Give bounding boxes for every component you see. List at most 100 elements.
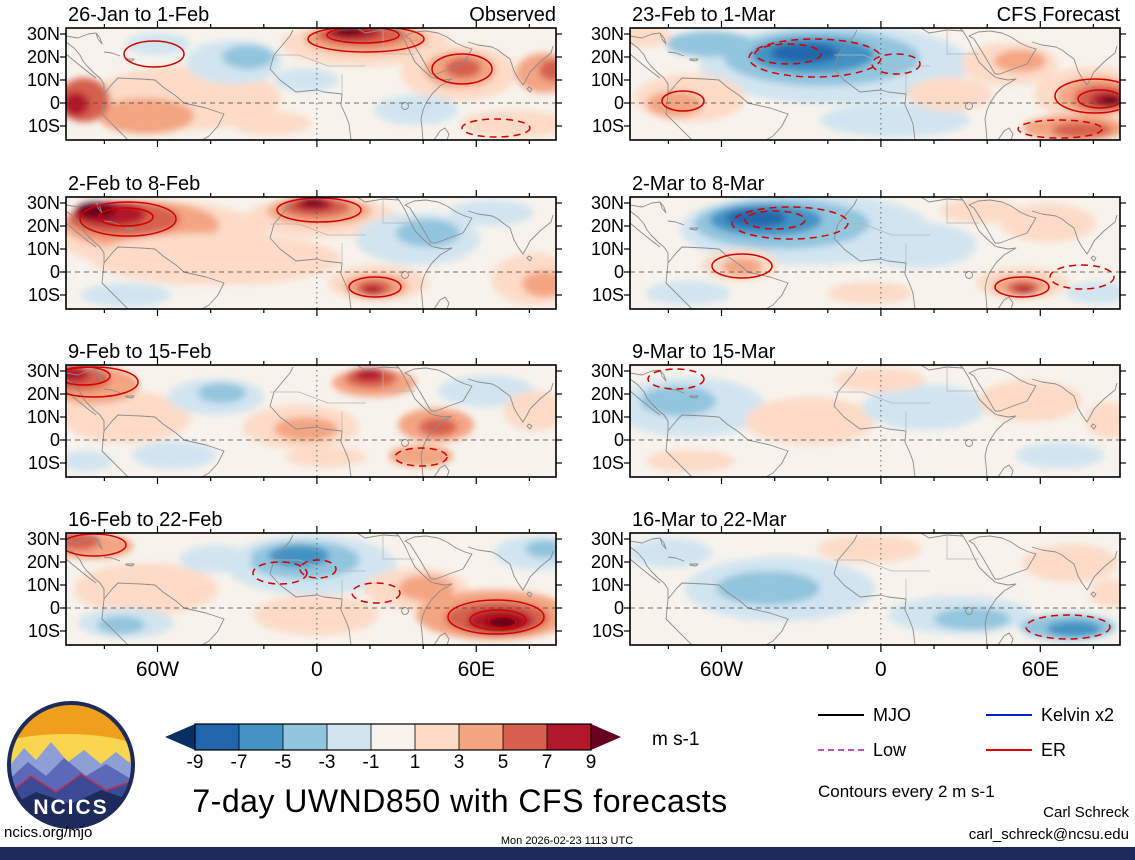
lat-axis-label: 10N bbox=[590, 239, 624, 259]
lat-axis-label: 0 bbox=[613, 598, 624, 618]
lat-axis-label: 10S bbox=[591, 621, 624, 641]
mjo-line-sample bbox=[818, 714, 864, 716]
map-observed-week3 bbox=[60, 358, 562, 484]
lon-axis-label: 60E bbox=[457, 658, 495, 681]
er-line-sample bbox=[986, 749, 1032, 751]
map-observed-week2 bbox=[60, 190, 562, 316]
colorbar-tick: -9 bbox=[186, 752, 204, 773]
x-axis-labels-left: 60W 0 60E bbox=[66, 658, 556, 686]
lon-axis-label: 0 bbox=[311, 658, 323, 681]
panel-title: 9-Mar to 15-Mar bbox=[632, 341, 776, 363]
panel-forecast-week4: 16-Mar to 22-Mar 30N 20N 10N 0 10S bbox=[591, 509, 1126, 654]
legend-label: ER bbox=[1041, 739, 1067, 760]
lat-axis-label: 0 bbox=[49, 93, 60, 113]
panel-title: 23-Feb to 1-Mar bbox=[632, 4, 776, 26]
lat-axis-label: 30N bbox=[590, 361, 624, 381]
lat-axis-label: 10S bbox=[27, 116, 60, 136]
lat-axis-label: 10S bbox=[591, 116, 624, 136]
lat-axis-label: 30N bbox=[590, 24, 624, 44]
x-axis-labels-right: 60W 0 60E bbox=[630, 658, 1120, 686]
lat-axis-label: 20N bbox=[590, 384, 624, 404]
lat-axis-label: 20N bbox=[26, 47, 60, 67]
colorbar-tick: -1 bbox=[362, 752, 380, 773]
panel-title: 26-Jan to 1-Feb bbox=[68, 4, 210, 26]
lat-axis-label: 10N bbox=[26, 575, 60, 595]
legend-label: Low bbox=[873, 739, 907, 760]
credit-name: Carl Schreck bbox=[1043, 804, 1129, 821]
lon-axis-label: 60W bbox=[699, 658, 744, 681]
credit-email: carl_schreck@ncsu.edu bbox=[968, 826, 1129, 843]
lat-axis-label: 10S bbox=[27, 285, 60, 305]
lat-axis-label: 30N bbox=[26, 529, 60, 549]
lat-axis-label: 10S bbox=[591, 285, 624, 305]
lat-axis-label: 10N bbox=[590, 70, 624, 90]
lat-axis-label: 20N bbox=[26, 552, 60, 572]
colorbar-units: m s-1 bbox=[652, 729, 700, 750]
map-observed-week4 bbox=[60, 526, 562, 652]
lat-axis-label: 0 bbox=[613, 93, 624, 113]
colorbar-tick: 1 bbox=[409, 752, 421, 773]
lat-axis-label: 0 bbox=[49, 598, 60, 618]
lat-axis-label: 0 bbox=[49, 262, 60, 282]
kelvin-line-sample bbox=[986, 714, 1032, 716]
column-header-observed: Observed bbox=[469, 4, 556, 26]
panel-forecast-week2: 2-Mar to 8-Mar 30N 20N 10N 0 10S bbox=[591, 173, 1126, 318]
lat-axis-label: 10N bbox=[26, 407, 60, 427]
lat-axis-label: 20N bbox=[590, 552, 624, 572]
wave-legend: MJO Kelvin x2 Low ER bbox=[818, 704, 1135, 761]
panel-observed-week2: 2-Feb to 8-Feb 30N 20N 10N 0 10S bbox=[27, 173, 562, 318]
lat-axis-label: 0 bbox=[613, 262, 624, 282]
lat-axis-label: 10S bbox=[27, 621, 60, 641]
map-forecast-week3 bbox=[624, 358, 1126, 484]
legend-item-kelvin: Kelvin x2 bbox=[986, 704, 1135, 726]
colorbar-tick: -5 bbox=[274, 752, 292, 773]
colorbar bbox=[165, 723, 621, 751]
map-observed-week1 bbox=[60, 21, 562, 147]
lat-axis-label: 30N bbox=[590, 193, 624, 213]
colorbar-tick: 3 bbox=[453, 752, 465, 773]
colorbar-tick: 9 bbox=[585, 752, 597, 773]
lat-axis-label: 20N bbox=[26, 384, 60, 404]
panel-observed-week3: 9-Feb to 15-Feb 30N 20N 10N 0 10S bbox=[27, 341, 562, 486]
lat-axis-label: 20N bbox=[590, 47, 624, 67]
panel-title: 16-Mar to 22-Mar bbox=[632, 509, 787, 531]
lon-axis-label: 0 bbox=[875, 658, 887, 681]
lat-axis-label: 10N bbox=[590, 575, 624, 595]
map-forecast-week4 bbox=[624, 526, 1126, 652]
lat-axis-label: 30N bbox=[26, 24, 60, 44]
lat-axis-label: 20N bbox=[26, 216, 60, 236]
panel-observed-week4: 16-Feb to 22-Feb 30N 20N 10N 0 10S bbox=[27, 509, 562, 654]
panel-title: 2-Mar to 8-Mar bbox=[632, 173, 765, 195]
panel-forecast-week3: 9-Mar to 15-Mar 30N 20N 10N 0 10S bbox=[591, 341, 1126, 486]
lat-axis-label: 10S bbox=[27, 453, 60, 473]
map-forecast-week1 bbox=[624, 21, 1126, 147]
lon-axis-label: 60E bbox=[1021, 658, 1059, 681]
lat-axis-label: 30N bbox=[590, 529, 624, 549]
lat-axis-label: 10N bbox=[26, 239, 60, 259]
site-url: ncics.org/mjo bbox=[4, 824, 93, 841]
panel-title: 2-Feb to 8-Feb bbox=[68, 173, 201, 195]
colorbar-tick-labels: -9 -7 -5 -3 -1 1 3 5 7 9 bbox=[165, 752, 621, 776]
ncics-logo: NCICS bbox=[7, 701, 135, 829]
lat-axis-label: 10N bbox=[26, 70, 60, 90]
lat-axis-label: 20N bbox=[590, 216, 624, 236]
legend-label: MJO bbox=[873, 704, 911, 725]
lon-axis-label: 60W bbox=[135, 658, 180, 681]
footer-bar bbox=[0, 847, 1135, 860]
lat-axis-label: 10S bbox=[591, 453, 624, 473]
colorbar-tick: -3 bbox=[318, 752, 336, 773]
lat-axis-label: 0 bbox=[613, 430, 624, 450]
issue-timestamp: Mon 2026-02-23 1113 UTC bbox=[500, 835, 634, 847]
panel-forecast-week1: 23-Feb to 1-Mar CFS Forecast 30N 20N 10N 0 1… bbox=[591, 4, 1126, 149]
colorbar-tick: 7 bbox=[541, 752, 553, 773]
map-forecast-week2 bbox=[624, 190, 1126, 316]
panel-title: 16-Feb to 22-Feb bbox=[68, 509, 223, 531]
figure-title: 7-day UWND850 with CFS forecasts bbox=[192, 783, 728, 819]
legend-item-mjo: MJO bbox=[818, 704, 986, 726]
lat-axis-label: 0 bbox=[49, 430, 60, 450]
legend-item-er: ER bbox=[986, 739, 1135, 761]
legend-label: Kelvin x2 bbox=[1041, 704, 1115, 725]
colorbar-tick: 5 bbox=[497, 752, 509, 773]
colorbar-tick: -7 bbox=[230, 752, 248, 773]
contour-interval-note: Contours every 2 m s-1 bbox=[818, 782, 995, 801]
